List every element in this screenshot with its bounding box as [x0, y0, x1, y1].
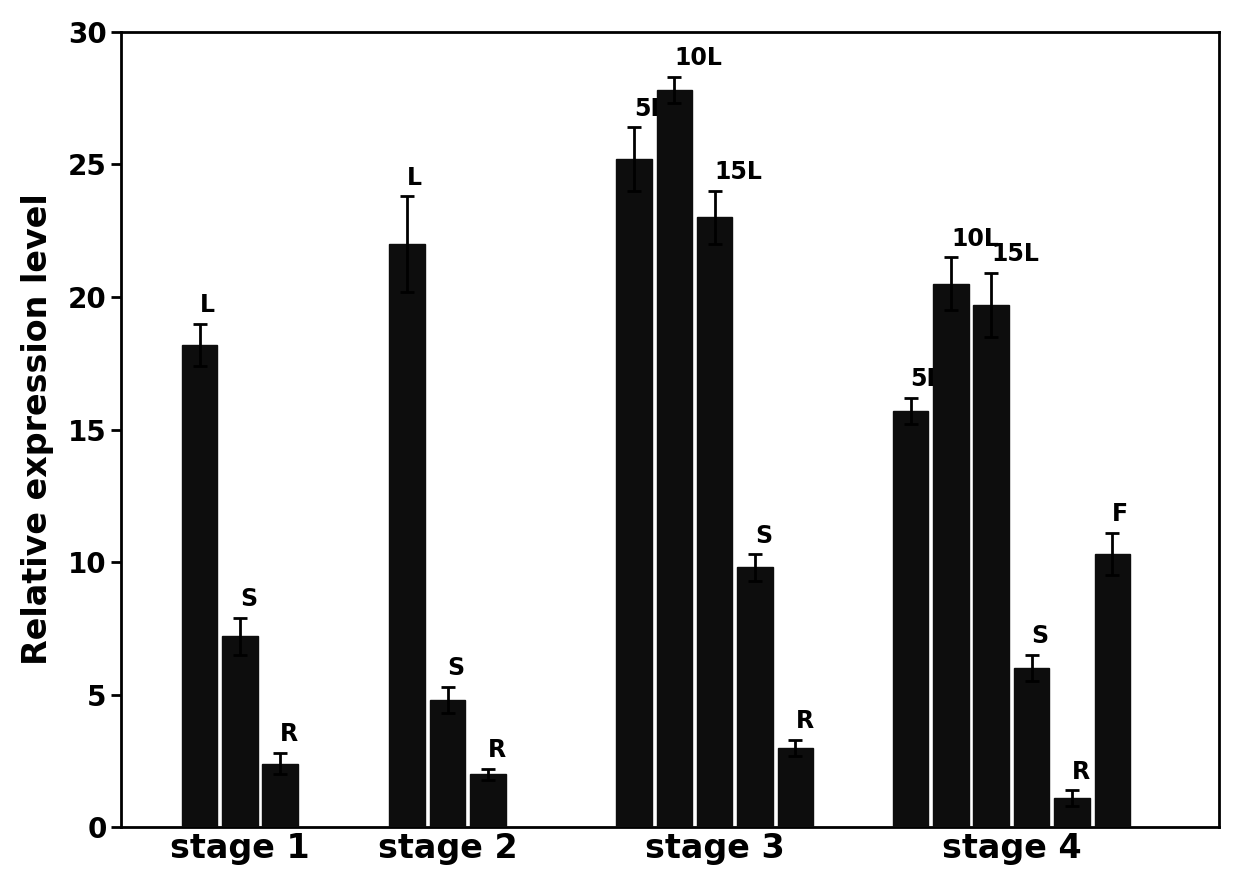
Text: L: L [200, 293, 215, 317]
Bar [1014, 668, 1049, 828]
Bar [893, 411, 929, 828]
Text: L: L [407, 166, 423, 190]
Text: 10L: 10L [951, 227, 998, 251]
Bar [1054, 798, 1090, 828]
Bar [656, 90, 692, 828]
Bar [616, 159, 652, 828]
Text: S: S [755, 524, 773, 548]
Bar [1095, 555, 1130, 828]
Text: 10L: 10L [675, 46, 722, 70]
Bar [932, 284, 968, 828]
Text: R: R [280, 722, 299, 746]
Bar [470, 774, 506, 828]
Y-axis label: Relative expression level: Relative expression level [21, 194, 53, 665]
Text: 5L: 5L [910, 367, 942, 391]
Bar [973, 305, 1009, 828]
Bar [263, 764, 298, 828]
Text: 15L: 15L [714, 160, 763, 184]
Text: 15L: 15L [991, 243, 1039, 267]
Text: S: S [239, 587, 257, 611]
Bar [430, 700, 465, 828]
Bar [738, 567, 773, 828]
Bar [777, 748, 813, 828]
Text: S: S [1032, 625, 1049, 649]
Text: R: R [795, 709, 813, 734]
Bar [182, 345, 217, 828]
Text: 5L: 5L [634, 97, 666, 120]
Bar [389, 244, 425, 828]
Text: R: R [1071, 759, 1090, 783]
Bar [697, 217, 733, 828]
Text: R: R [489, 738, 506, 762]
Bar [222, 636, 258, 828]
Text: S: S [448, 657, 465, 680]
Text: F: F [1112, 502, 1128, 526]
